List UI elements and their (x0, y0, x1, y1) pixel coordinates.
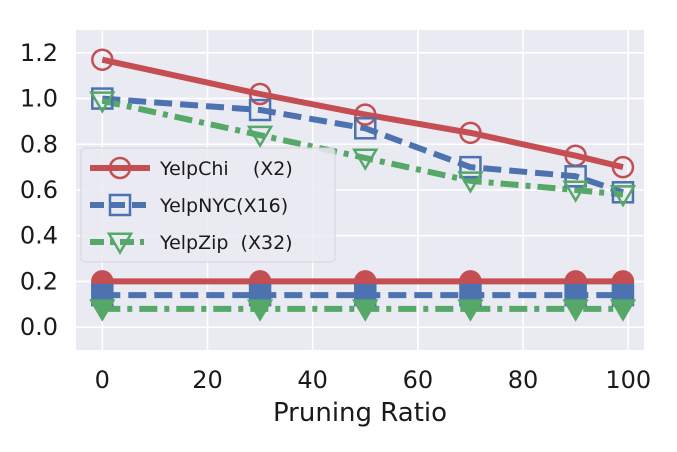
x-tick-label: 40 (297, 366, 328, 394)
x-tick-label: 0 (95, 366, 110, 394)
legend-marker (108, 193, 132, 217)
data-point-5 (562, 299, 589, 322)
y-tick-label: 1.0 (20, 85, 58, 113)
series-line-1 (102, 95, 624, 196)
data-point-5 (457, 299, 484, 322)
data-point-1 (459, 155, 482, 179)
series-markers (89, 48, 637, 322)
data-point-1 (248, 98, 272, 122)
data-point-2 (89, 91, 116, 114)
legend-label: YelpChi (X2) (159, 158, 293, 180)
data-point-0 (459, 121, 482, 145)
y-tick-label: 0.2 (20, 267, 58, 295)
data-point-5 (246, 299, 274, 322)
data-point-1 (611, 181, 635, 204)
data-point-2 (562, 180, 589, 203)
x-tick-label: 100 (605, 366, 651, 394)
data-point-1 (564, 165, 587, 188)
data-point-5 (89, 299, 116, 322)
legend-frame (80, 147, 336, 263)
y-tick-label: 0.8 (20, 130, 58, 158)
data-point-0 (91, 48, 114, 71)
data-point-0 (611, 155, 635, 179)
y-tick-label: 0.4 (20, 222, 58, 250)
series-line-0 (101, 56, 624, 171)
data-point-1 (354, 117, 377, 140)
x-tick-label: 20 (192, 366, 223, 394)
legend-label: YelpZip (X32) (159, 232, 293, 254)
data-point-2 (246, 125, 274, 149)
legend-marker (108, 156, 132, 180)
x-tick-labels: 0 20 40 60 80 100 (95, 366, 651, 394)
legend: YelpChi (X2) YelpNYC(X16) YelpZip (X32) (80, 147, 336, 263)
data-point-2 (352, 148, 379, 171)
data-point-5 (352, 299, 379, 322)
y-tick-label: 1.2 (20, 39, 58, 67)
series-line-2 (101, 97, 624, 198)
data-point-0 (248, 82, 272, 106)
data-point-2 (609, 185, 637, 208)
data-point-5 (609, 299, 637, 322)
legend-marker (106, 232, 134, 255)
y-tick-labels: 0.0 0.2 0.4 0.6 0.8 1.0 1.2 (20, 39, 58, 341)
data-point-2 (457, 171, 484, 194)
x-axis-label: Pruning Ratio (273, 398, 447, 428)
data-point-1 (91, 87, 114, 110)
y-tick-label: 0.0 (20, 313, 58, 341)
legend-label: YelpNYC(X16) (159, 195, 288, 217)
y-tick-label: 0.6 (20, 176, 58, 204)
x-tick-label: 80 (508, 366, 539, 394)
data-point-0 (354, 103, 377, 126)
x-tick-label: 60 (403, 366, 434, 394)
